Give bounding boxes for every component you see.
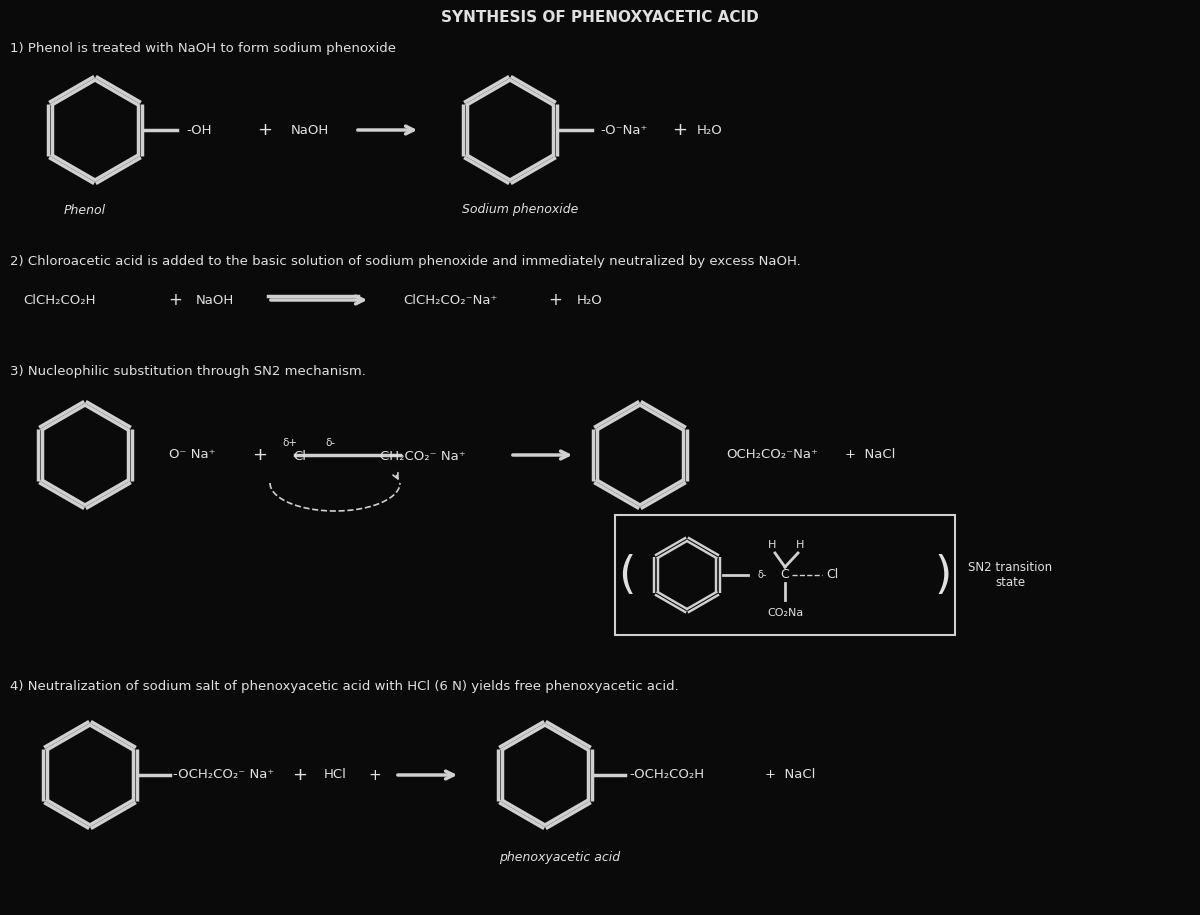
Text: -OCH₂CO₂⁻ Na⁺: -OCH₂CO₂⁻ Na⁺ [173,769,275,781]
Text: H: H [768,540,776,550]
Text: Cl: Cl [294,450,306,464]
Text: +: + [368,768,382,782]
Text: Sodium phenoxide: Sodium phenoxide [462,203,578,217]
Text: NaOH: NaOH [196,294,234,307]
Text: C: C [781,568,790,582]
Text: HCl: HCl [324,769,347,781]
Text: phenoxyacetic acid: phenoxyacetic acid [499,851,620,864]
Text: -OH: -OH [186,124,211,136]
Text: +: + [293,766,307,784]
Text: +: + [168,291,182,309]
Text: Phenol: Phenol [64,203,106,217]
Text: (: ( [618,554,636,597]
Text: CO₂Na: CO₂Na [767,608,803,618]
Text: H₂O: H₂O [697,124,722,136]
Text: ClCH₂CO₂⁻Na⁺: ClCH₂CO₂⁻Na⁺ [403,294,497,307]
Text: H₂O: H₂O [577,294,602,307]
Text: ClCH₂CO₂H: ClCH₂CO₂H [24,294,96,307]
Text: +  NaCl: + NaCl [845,448,895,461]
Bar [616,515,955,635]
Text: OCH₂CO₂⁻Na⁺: OCH₂CO₂⁻Na⁺ [726,448,818,461]
Text: SN2 transition
state: SN2 transition state [968,561,1052,589]
Text: O⁻ Na⁺: O⁻ Na⁺ [169,448,215,461]
Text: 1) Phenol is treated with NaOH to form sodium phenoxide: 1) Phenol is treated with NaOH to form s… [10,42,396,55]
Text: CH₂CO₂⁻ Na⁺: CH₂CO₂⁻ Na⁺ [380,450,466,464]
Text: +: + [672,121,688,139]
Text: Cl: Cl [826,568,838,582]
Text: +: + [252,446,268,464]
Text: +: + [258,121,272,139]
Text: 3) Nucleophilic substitution through SN2 mechanism.: 3) Nucleophilic substitution through SN2… [10,365,366,378]
Text: ): ) [935,554,952,597]
Text: -OCH₂CO₂H: -OCH₂CO₂H [630,769,704,781]
Text: NaOH: NaOH [290,124,329,136]
Text: δ-: δ- [757,570,767,580]
Text: +  NaCl: + NaCl [764,769,815,781]
Text: SYNTHESIS OF PHENOXYACETIC ACID: SYNTHESIS OF PHENOXYACETIC ACID [442,10,758,26]
Text: H: H [796,540,804,550]
Text: -O⁻Na⁺: -O⁻Na⁺ [600,124,648,136]
Text: 4) Neutralization of sodium salt of phenoxyacetic acid with HCl (6 N) yields fre: 4) Neutralization of sodium salt of phen… [10,680,679,693]
Text: 2) Chloroacetic acid is added to the basic solution of sodium phenoxide and imme: 2) Chloroacetic acid is added to the bas… [10,255,800,268]
Text: δ+: δ+ [282,438,298,448]
Text: +: + [548,291,562,309]
Text: δ-: δ- [325,438,335,448]
